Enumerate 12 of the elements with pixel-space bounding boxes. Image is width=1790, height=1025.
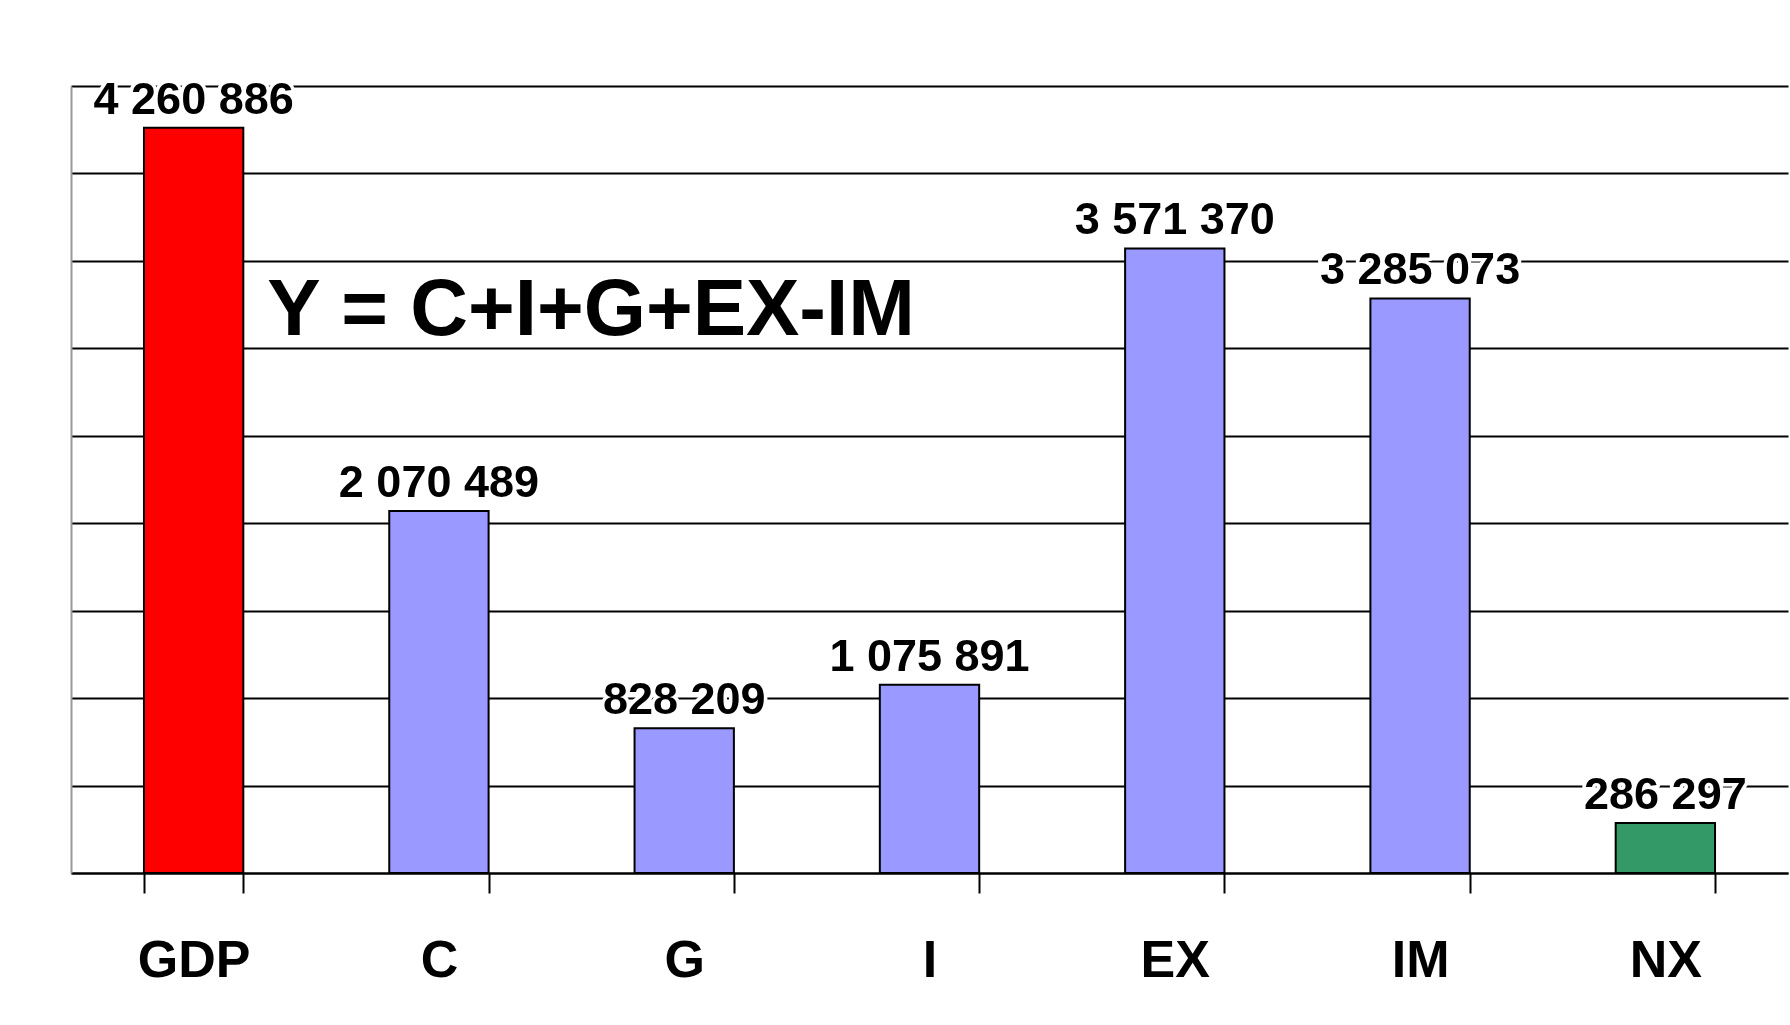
x-tick-label: NX xyxy=(1629,929,1703,988)
data-label: 1 075 891 xyxy=(829,629,1030,681)
x-tick-label: G xyxy=(664,929,705,988)
data-label: 2 070 489 xyxy=(338,455,540,507)
data-label: 3 571 370 xyxy=(1074,193,1275,245)
x-tick-label: I xyxy=(922,929,938,988)
x-tick-label: IM xyxy=(1391,929,1450,988)
x-tick-label: EX xyxy=(1140,929,1211,988)
x-tick-label: C xyxy=(420,929,459,988)
data-label: 4 260 886 xyxy=(93,72,294,124)
x-tick-label: GDP xyxy=(137,929,251,988)
annotation: Y = C+I+G+EX-IM xyxy=(267,263,915,352)
